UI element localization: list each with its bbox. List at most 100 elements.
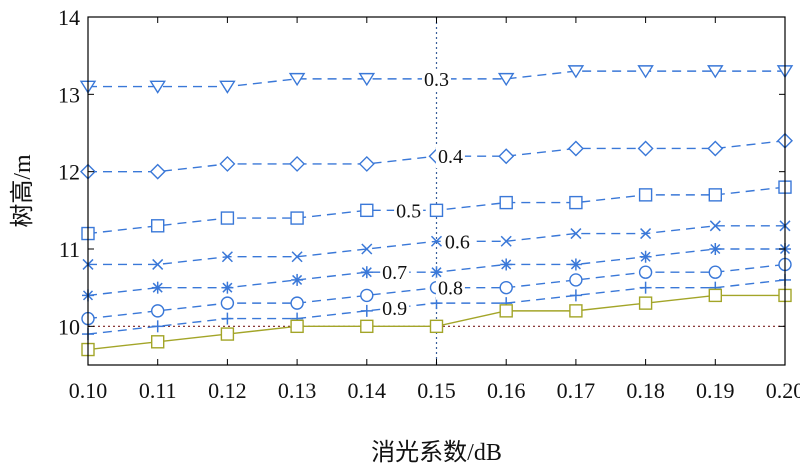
data-point — [500, 235, 512, 247]
data-point — [637, 140, 654, 157]
x-axis-title: 消光系数/dB — [371, 439, 502, 466]
data-point — [708, 288, 722, 303]
x-tick-label: 0.15 — [417, 378, 456, 403]
series-label-background — [422, 68, 451, 91]
data-point — [567, 140, 584, 157]
data-point — [637, 65, 654, 79]
series-label-background — [442, 231, 472, 254]
data-point — [639, 250, 652, 263]
x-tick-label: 0.12 — [208, 378, 247, 403]
x-tick-label: 0.14 — [348, 378, 387, 403]
data-point — [358, 72, 376, 87]
data-point — [358, 155, 375, 172]
data-point — [430, 266, 443, 279]
data-point — [500, 258, 513, 271]
axis-ticks: 0.10 0.11 0.12 0.13 0.14 0.15 0.16 0.17 0.18 0.19… — [58, 5, 800, 403]
data-point — [151, 281, 164, 294]
data-point — [709, 243, 722, 255]
series-line-0.6 — [82, 220, 791, 270]
x-tick-label: 0.18 — [626, 378, 665, 403]
y-tick-label: 12 — [58, 160, 80, 185]
x-tick-label: 0.10 — [69, 378, 108, 403]
data-point — [150, 335, 165, 349]
y-axis-title: 树高/m — [9, 154, 36, 228]
data-point — [499, 304, 513, 318]
data-point — [150, 304, 165, 318]
data-point — [567, 65, 585, 79]
x-tick-label: 0.11 — [139, 378, 177, 403]
data-point — [290, 319, 304, 334]
data-point — [569, 195, 583, 210]
y-tick-label: 11 — [59, 237, 80, 262]
data-point — [221, 312, 234, 325]
data-point — [220, 327, 235, 341]
data-point — [150, 219, 165, 233]
data-point — [638, 188, 653, 202]
data-point — [219, 155, 236, 172]
data-point — [638, 296, 653, 310]
data-point — [569, 258, 582, 271]
data-point — [708, 265, 722, 279]
series-label: 0.5 — [396, 200, 421, 222]
data-point — [220, 296, 235, 310]
series-label: 0.9 — [382, 298, 407, 320]
data-point — [221, 281, 234, 294]
data-point — [361, 243, 373, 255]
data-point — [149, 80, 166, 94]
data-point — [707, 65, 724, 79]
data-point — [569, 289, 582, 302]
data-point — [430, 235, 443, 247]
data-point — [499, 195, 513, 210]
data-point — [360, 203, 374, 218]
y-tick-label: 13 — [58, 82, 80, 107]
data-point — [498, 148, 515, 165]
data-point — [707, 140, 724, 157]
data-point — [708, 188, 722, 202]
data-point — [499, 280, 513, 295]
data-point — [429, 203, 444, 218]
data-point — [638, 265, 653, 279]
data-point — [291, 251, 303, 263]
series-label: 0.4 — [438, 146, 463, 168]
series-label-background — [394, 200, 424, 223]
data-point — [220, 211, 235, 225]
y-tick-label: 14 — [58, 5, 80, 30]
data-point — [288, 72, 306, 87]
series-line-0.7 — [82, 243, 791, 302]
x-tick-label: 0.17 — [557, 378, 596, 403]
y-tick-label: 10 — [58, 314, 80, 339]
data-point — [497, 72, 515, 87]
series-label-background — [380, 297, 410, 320]
x-tick-label: 0.16 — [487, 378, 526, 403]
data-point — [639, 281, 652, 294]
series-line-0.5 — [81, 180, 792, 241]
data-point — [291, 273, 304, 286]
series-label: 0.7 — [382, 262, 407, 284]
data-point — [219, 80, 236, 94]
data-point — [709, 220, 721, 232]
data-point — [290, 296, 304, 310]
data-point — [149, 163, 166, 180]
data-point — [429, 319, 444, 334]
data-point — [570, 228, 582, 240]
x-tick-label: 0.13 — [278, 378, 317, 403]
series-label: 0.3 — [424, 69, 449, 91]
data-point — [640, 228, 652, 240]
data-point — [221, 251, 233, 263]
data-point — [152, 258, 164, 270]
series-label: 0.6 — [445, 231, 470, 253]
series-line-solid — [81, 288, 792, 357]
data-point — [569, 273, 583, 287]
data-point — [360, 319, 374, 334]
series-label-background — [380, 262, 410, 285]
series-label-background — [435, 146, 465, 169]
data-point — [569, 304, 583, 318]
data-point — [360, 288, 374, 303]
data-point — [151, 320, 164, 333]
x-tick-label: 0.20 — [766, 378, 800, 403]
data-point — [289, 155, 306, 172]
series-label-background — [435, 277, 465, 300]
data-point — [360, 266, 373, 279]
data-point — [360, 304, 373, 317]
